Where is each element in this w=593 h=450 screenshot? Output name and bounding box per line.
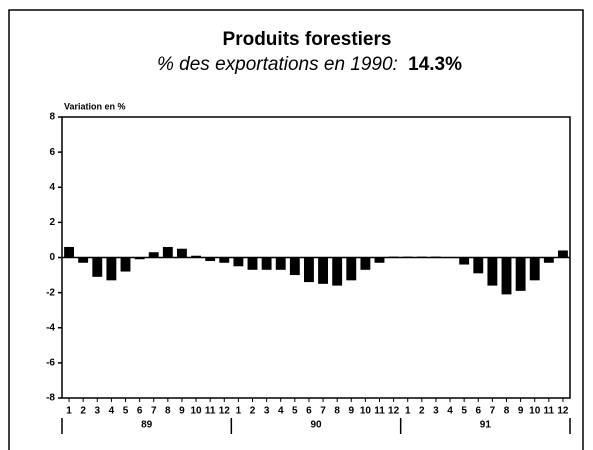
bar [177, 248, 187, 258]
x-tick-label: 6 [306, 406, 312, 417]
x-tick-label: 5 [123, 406, 129, 417]
y-tick-label: -4 [46, 322, 55, 333]
bar [501, 257, 512, 295]
y-tick-label: -2 [46, 287, 55, 298]
x-tick-label: 1 [405, 406, 411, 417]
x-tick-label: 12 [388, 406, 400, 417]
x-tick-label: 12 [557, 406, 569, 417]
x-tick-label: 8 [504, 406, 510, 417]
bar [162, 246, 173, 258]
x-tick-label: 3 [433, 406, 439, 417]
x-tick-label: 4 [447, 406, 453, 417]
bar [148, 252, 159, 258]
year-label: 90 [310, 420, 322, 431]
x-tick-label: 6 [137, 406, 143, 417]
x-tick-label: 7 [151, 406, 157, 417]
x-tick-label: 4 [109, 406, 115, 417]
bar [134, 257, 145, 260]
x-tick-label: 10 [360, 406, 372, 417]
bar [219, 257, 230, 263]
x-tick-label: 9 [179, 406, 185, 417]
bar [459, 257, 470, 265]
chart-title: Produits forestiers [223, 29, 392, 50]
bar [64, 246, 74, 258]
bar [374, 257, 385, 263]
bar [275, 257, 286, 270]
bar [360, 257, 371, 270]
subtitle-text: % des exportations en 1990: [157, 54, 398, 75]
x-tick-label: 8 [334, 406, 340, 417]
y-tick-label: -8 [46, 393, 55, 404]
year-label: 89 [141, 420, 153, 431]
x-tick-label: 5 [292, 406, 298, 417]
bar [388, 256, 399, 258]
bar [473, 257, 484, 274]
x-tick-label: 2 [80, 406, 86, 417]
x-tick-label: 3 [94, 406, 100, 417]
bar [431, 256, 441, 258]
bar [191, 255, 201, 258]
x-tick-label: 6 [475, 406, 481, 417]
bar [92, 257, 103, 277]
x-tick-label: 11 [205, 406, 216, 417]
bar [205, 257, 216, 262]
x-tick-label: 7 [490, 406, 496, 417]
bar [529, 257, 540, 281]
bar [332, 257, 343, 286]
bar [289, 257, 300, 276]
bar [233, 257, 244, 267]
subtitle-value: 14.3% [408, 54, 462, 75]
x-tick-label: 11 [544, 406, 555, 417]
y-axis-label: Variation en % [64, 101, 126, 111]
x-tick-label: 9 [518, 406, 524, 417]
x-tick-label: 10 [190, 406, 202, 417]
x-tick-label: 12 [219, 406, 231, 417]
bar [543, 257, 554, 263]
y-tick-label: 8 [49, 112, 55, 123]
bar [515, 257, 526, 291]
x-tick-label: 2 [250, 406, 256, 417]
y-tick-label: -6 [46, 358, 55, 369]
bar [416, 256, 427, 258]
bar [487, 257, 498, 286]
x-tick-label: 7 [320, 406, 326, 417]
x-tick-label: 2 [419, 406, 425, 417]
bar [445, 257, 455, 258]
bar [318, 257, 328, 284]
bar [304, 257, 314, 283]
x-tick-label: 11 [374, 406, 385, 417]
bar [558, 250, 568, 258]
frame [8, 9, 584, 450]
bar [261, 257, 272, 270]
x-tick-label: 8 [165, 406, 171, 417]
bar [78, 257, 89, 263]
x-tick-label: 4 [278, 406, 284, 417]
chart-subtitle: % des exportations en 1990: 14.3% [157, 54, 462, 75]
y-tick-label: 4 [49, 182, 55, 193]
x-tick-label: 1 [66, 406, 72, 417]
y-tick-label: 6 [49, 147, 55, 158]
bar [247, 257, 258, 270]
bar [106, 257, 117, 281]
y-tick-label: 2 [49, 217, 55, 228]
bar [402, 256, 413, 258]
y-tick-label: 0 [49, 252, 55, 263]
x-tick-label: 9 [348, 406, 354, 417]
bar [346, 257, 357, 281]
x-tick-label: 1 [236, 406, 242, 417]
x-tick-label: 10 [529, 406, 541, 417]
year-label: 91 [480, 420, 492, 431]
x-tick-label: 3 [264, 406, 270, 417]
bar [120, 257, 131, 272]
x-tick-label: 5 [461, 406, 467, 417]
